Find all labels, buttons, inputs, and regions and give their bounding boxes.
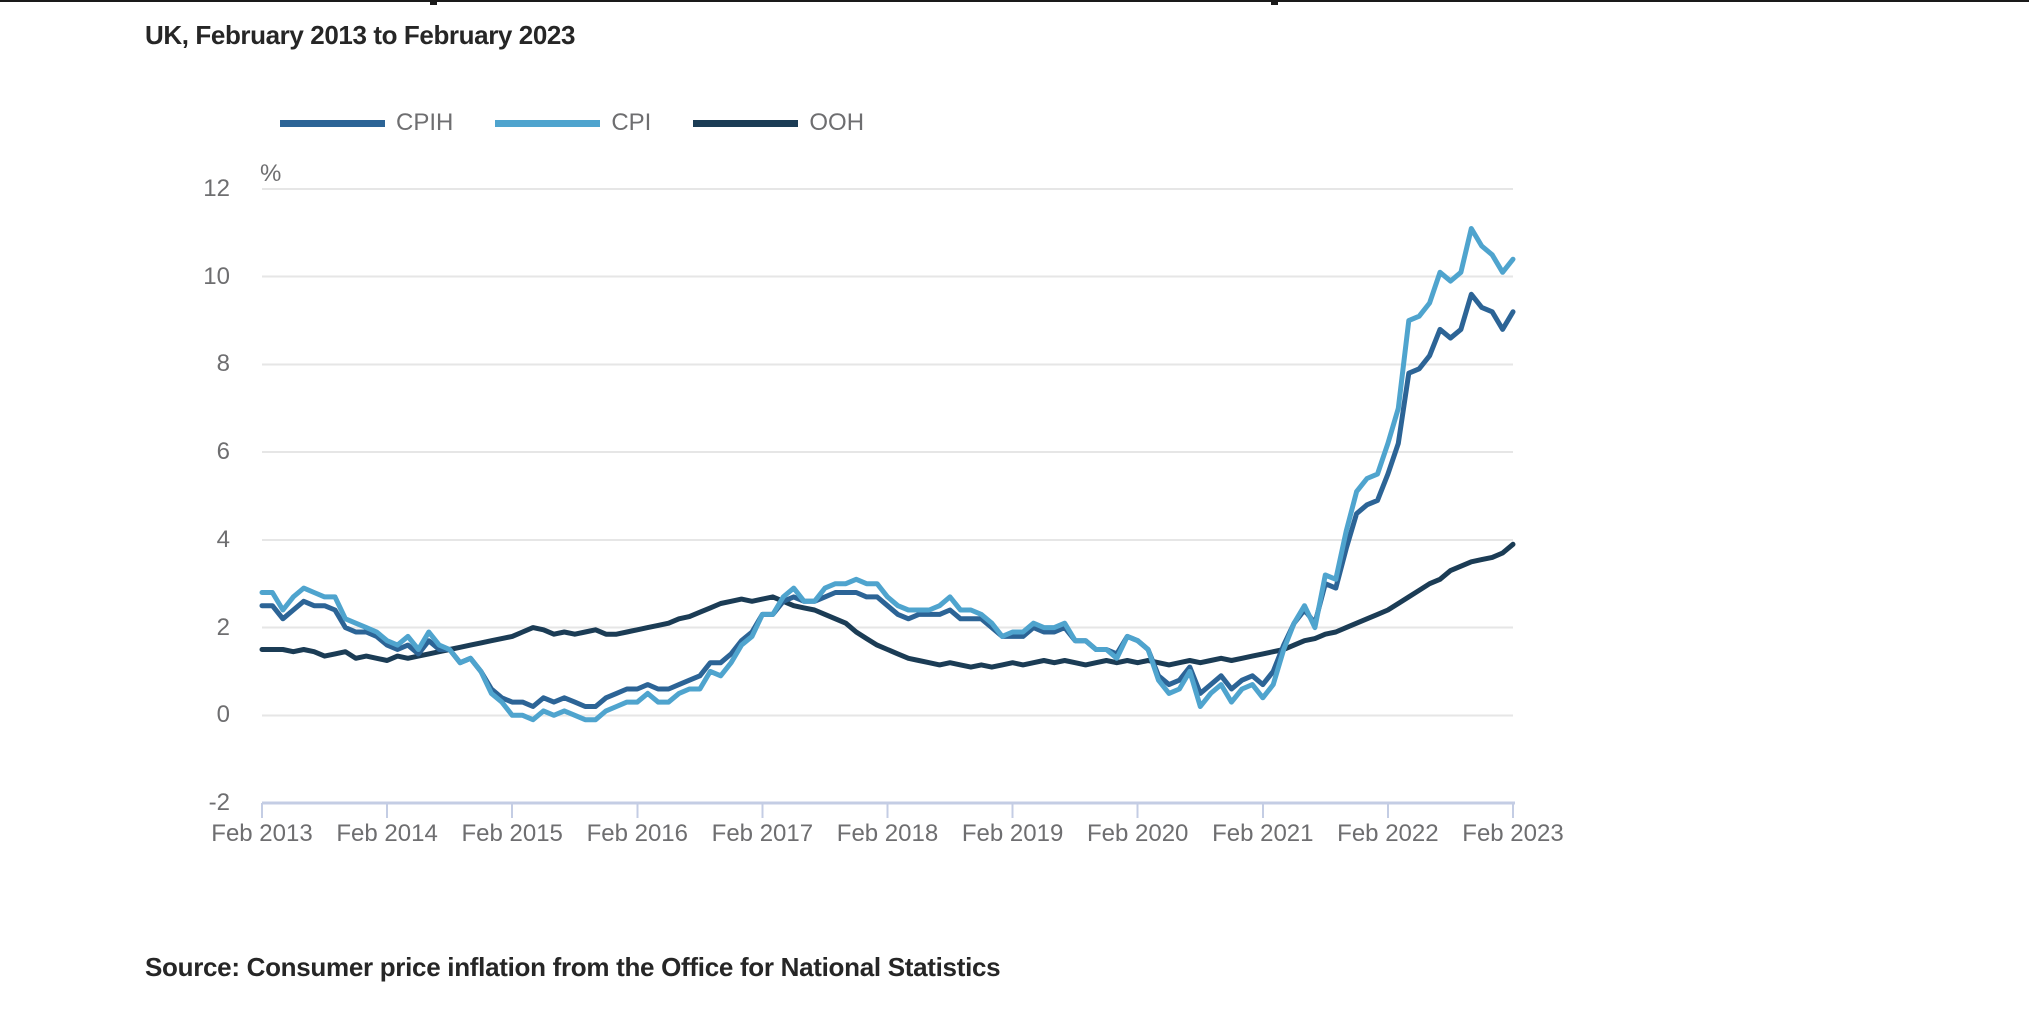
x-axis-label-feb-2021: Feb 2021	[1212, 820, 1314, 847]
clipped-text-descender	[1271, 0, 1278, 5]
chart-subtitle: UK, February 2013 to February 2023	[145, 20, 576, 50]
legend-item-cpi: CPI	[495, 109, 651, 137]
legend-item-ooh: OOH	[693, 109, 864, 137]
legend-label-cpi: CPI	[611, 109, 652, 136]
x-axis-label-feb-2016: Feb 2016	[586, 820, 688, 847]
x-axis-label-feb-2013: Feb 2013	[211, 820, 313, 847]
series-line-cpih	[259, 291, 1516, 709]
series-line-cpi	[259, 226, 1516, 723]
legend-item-cpih: CPIH	[280, 109, 453, 137]
x-axis-label-feb-2017: Feb 2017	[711, 820, 814, 847]
legend-swatch-cpih	[280, 119, 385, 127]
y-axis-label-10: 10	[203, 262, 230, 290]
source-caption: Source: Consumer price inflation from th…	[145, 952, 1001, 982]
clipped-content-rule	[0, 0, 2029, 2]
legend-swatch-cpi	[495, 119, 601, 127]
y-axis-label-6: 6	[216, 438, 230, 466]
legend-swatch-ooh	[693, 119, 799, 127]
y-axis-unit-label: %	[260, 160, 282, 187]
y-axis-label-0: 0	[216, 701, 230, 729]
clipped-text-descender	[430, 0, 437, 5]
x-axis-label-feb-2019: Feb 2019	[961, 820, 1064, 847]
series-line-ooh	[259, 541, 1516, 670]
x-axis-label-feb-2014: Feb 2014	[336, 820, 438, 847]
y-axis-label-12: 12	[203, 175, 230, 203]
legend-label-ooh: OOH	[809, 109, 865, 136]
chart-legend: CPIH CPI OOH	[280, 109, 864, 137]
y-axis-label-8: 8	[216, 350, 230, 378]
x-axis-label-feb-2015: Feb 2015	[461, 820, 563, 847]
y-axis-label-2: 2	[216, 613, 230, 641]
x-axis-label-feb-2022: Feb 2022	[1337, 820, 1439, 847]
legend-label-cpih: CPIH	[396, 109, 454, 136]
y-axis-label-4: 4	[216, 525, 230, 553]
y-axis-label--2: -2	[208, 789, 230, 816]
x-axis-label-feb-2023: Feb 2023	[1462, 820, 1564, 847]
x-axis-label-feb-2018: Feb 2018	[836, 820, 939, 847]
x-axis-label-feb-2020: Feb 2020	[1086, 820, 1189, 847]
